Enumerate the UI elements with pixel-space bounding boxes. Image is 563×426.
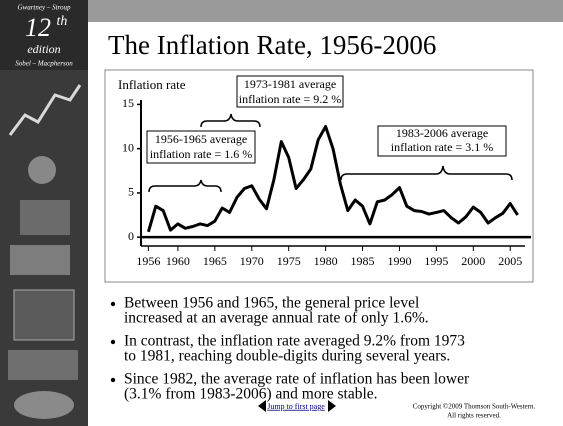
- y-axis-label: Inflation rate: [118, 77, 186, 92]
- edition-number: 12: [25, 13, 51, 42]
- bullet-text: In contrast, the inflation rate averaged…: [124, 333, 465, 350]
- x-tick-label: 2000: [461, 254, 485, 268]
- sidebar-icon: [28, 156, 56, 184]
- nav-arrow-left[interactable]: [258, 400, 266, 412]
- annotation-box: [377, 125, 507, 157]
- slide-title: The Inflation Rate, 1956-2006: [108, 30, 436, 60]
- annotation-box: [146, 130, 256, 164]
- sidebar-authors: Sobel – Macpherson: [15, 60, 73, 68]
- annotation-box: [236, 75, 344, 108]
- sidebar-icon: [8, 350, 78, 380]
- annotation-text: 1956-1965 average: [155, 132, 247, 146]
- x-tick-label: 1975: [277, 254, 301, 268]
- sidebar-authors: Gwartney – Stroup: [17, 4, 71, 12]
- x-tick-label: 1980: [314, 254, 338, 268]
- brace: [148, 179, 222, 193]
- x-tick-label: 2005: [498, 254, 522, 268]
- brace: [200, 113, 261, 128]
- bullet-text: Between 1956 and 1965, the general price…: [124, 295, 419, 312]
- x-tick-label: 1956: [136, 254, 160, 268]
- sidebar-icon: [20, 200, 70, 235]
- plot-area: 0 5 10 15 1956 1960 1965 1970 1975 1980 1985 1990 19…: [122, 96, 531, 268]
- x-tick-label: 1995: [424, 254, 448, 268]
- bullet-list: Between 1956 and 1965, the general price…: [110, 295, 470, 403]
- x-tick-label: 1985: [351, 254, 375, 268]
- x-tick-label: 1960: [166, 254, 190, 268]
- jump-link[interactable]: Jump to first page: [267, 402, 325, 411]
- copyright: All rights reserved.: [447, 412, 501, 420]
- sidebar-header: [0, 0, 88, 70]
- bullet-dot: [110, 339, 116, 345]
- x-tick-label: 1965: [203, 254, 227, 268]
- bullet-text: Since 1982, the average rate of inflatio…: [124, 371, 470, 388]
- x-tick-label: 1990: [387, 254, 411, 268]
- bullet-dot: [110, 301, 116, 307]
- y-tick-label: 15: [122, 96, 134, 110]
- brace: [340, 165, 513, 181]
- sidebar-icon: [14, 391, 74, 419]
- x-tick-label: 1970: [240, 254, 264, 268]
- annotation-text: 1983-2006 average: [396, 126, 488, 140]
- bullet-text: increased at an average annual rate of o…: [124, 310, 429, 327]
- header-bar: [88, 0, 563, 22]
- sidebar-icon: [8, 84, 82, 136]
- bullet-text: (3.1% from 1983-2006) and more stable.: [124, 386, 378, 403]
- annotation-text: inflation rate = 9.2 %: [239, 92, 341, 106]
- bullet-dot: [110, 377, 116, 383]
- y-tick-label: 0: [128, 229, 134, 243]
- y-tick-label: 10: [122, 140, 134, 154]
- sidebar-icon: [13, 289, 75, 341]
- edition-suffix: th: [57, 14, 68, 29]
- data-line: [146, 125, 519, 233]
- annotation-text: inflation rate = 3.1 %: [391, 140, 493, 154]
- sidebar-icon: [10, 245, 70, 275]
- annotation-text: 1973-1981 average: [244, 77, 336, 91]
- annotation-text: inflation rate = 1.6 %: [150, 147, 252, 161]
- edition-word: edition: [27, 42, 60, 56]
- y-tick-label: 5: [128, 185, 134, 199]
- nav-arrow-right[interactable]: [328, 400, 336, 412]
- copyright: Copyright ©2009 Thomson South-Western.: [413, 403, 536, 411]
- bullet-text: to 1981, reaching double-digits during s…: [124, 348, 450, 365]
